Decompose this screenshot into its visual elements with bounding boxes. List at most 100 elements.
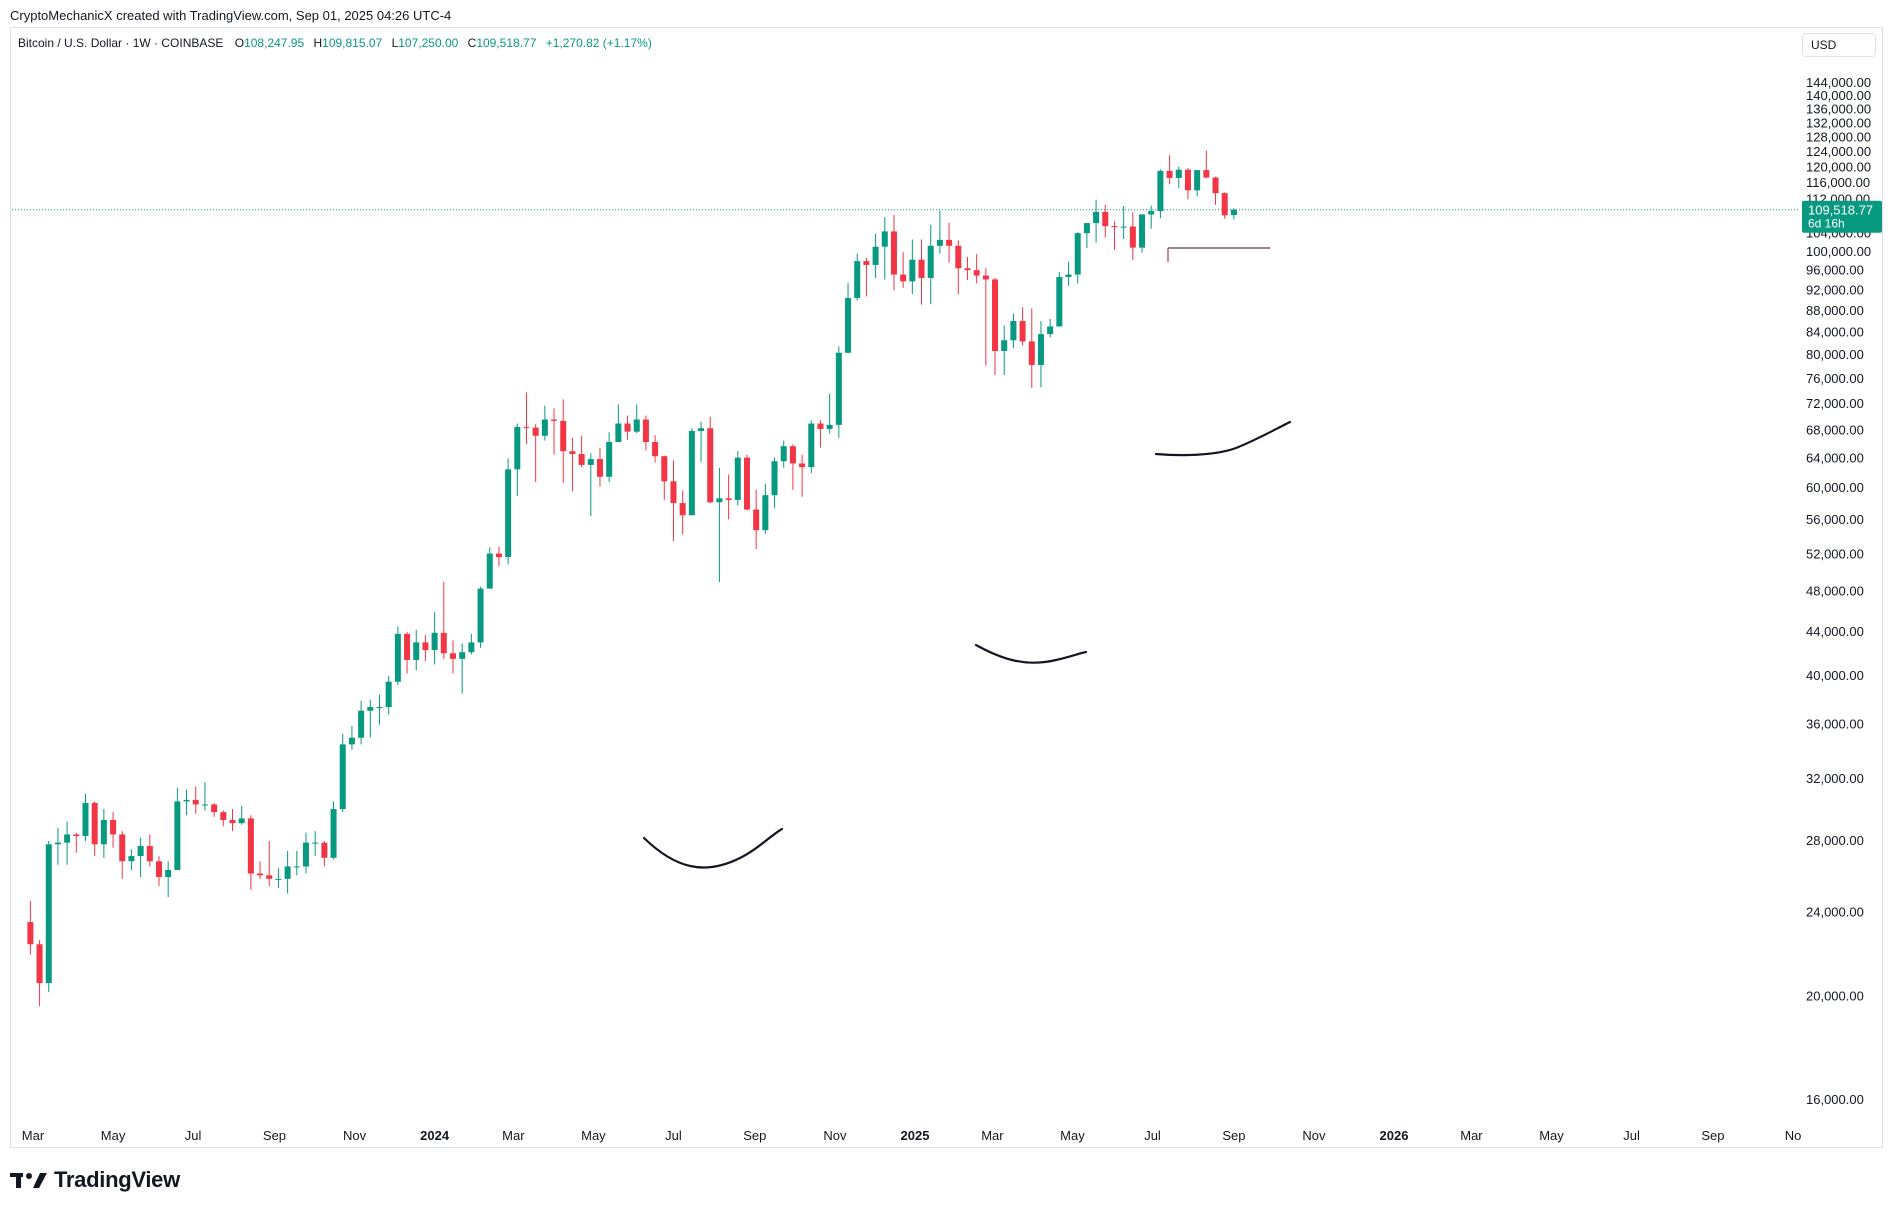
candle[interactable] (1212, 176, 1219, 205)
candle[interactable] (257, 861, 264, 879)
candle[interactable] (541, 405, 548, 441)
candle[interactable] (330, 801, 337, 860)
candle[interactable] (1083, 223, 1090, 249)
candle[interactable] (385, 675, 392, 715)
candle[interactable] (1037, 321, 1044, 388)
candle[interactable] (155, 856, 162, 887)
candle[interactable] (854, 253, 861, 301)
candle[interactable] (1074, 232, 1081, 284)
candle[interactable] (936, 210, 943, 254)
candle[interactable] (201, 782, 208, 811)
candle[interactable] (698, 421, 705, 462)
candle[interactable] (1056, 272, 1063, 327)
candle[interactable] (1221, 192, 1228, 219)
candle[interactable] (440, 581, 447, 659)
candle[interactable] (367, 699, 374, 738)
candle[interactable] (128, 849, 135, 870)
candle[interactable] (495, 546, 502, 567)
candle[interactable] (955, 240, 962, 295)
candle[interactable] (376, 694, 383, 725)
candle[interactable] (587, 453, 594, 517)
candle[interactable] (1166, 155, 1173, 185)
candle[interactable] (137, 837, 144, 878)
candle[interactable] (220, 810, 227, 827)
candle[interactable] (1065, 261, 1072, 286)
candle[interactable] (211, 802, 218, 817)
candle[interactable] (404, 631, 411, 674)
candle[interactable] (54, 827, 61, 865)
candle[interactable] (293, 851, 300, 876)
candle[interactable] (661, 455, 668, 500)
candle[interactable] (165, 861, 172, 898)
candle[interactable] (716, 467, 723, 582)
candle[interactable] (753, 489, 760, 550)
candle[interactable] (652, 435, 659, 463)
candle[interactable] (596, 447, 603, 487)
candle[interactable] (918, 239, 925, 305)
candle[interactable] (771, 457, 778, 508)
candle[interactable] (422, 634, 429, 662)
candle[interactable] (146, 834, 153, 867)
candle[interactable] (992, 277, 999, 376)
candle[interactable] (1139, 214, 1146, 253)
candle[interactable] (817, 420, 824, 448)
candle[interactable] (1175, 166, 1182, 189)
candle[interactable] (284, 851, 291, 894)
candle[interactable] (348, 725, 355, 750)
candle[interactable] (762, 483, 769, 534)
candle[interactable] (615, 404, 622, 443)
candle[interactable] (247, 815, 254, 890)
candle[interactable] (1148, 205, 1155, 229)
candle[interactable] (449, 640, 456, 674)
candle[interactable] (413, 629, 420, 671)
candle[interactable] (569, 437, 576, 492)
candle[interactable] (808, 420, 815, 474)
candle[interactable] (973, 254, 980, 284)
candle[interactable] (799, 454, 806, 497)
candle[interactable] (73, 832, 80, 853)
candle[interactable] (486, 547, 493, 589)
candle[interactable] (1001, 325, 1008, 376)
candle[interactable] (532, 424, 539, 483)
candle[interactable] (845, 282, 852, 354)
candle[interactable] (1184, 168, 1191, 200)
candle[interactable] (1129, 212, 1136, 261)
candle[interactable] (1111, 221, 1118, 250)
candle[interactable] (863, 257, 870, 297)
candle[interactable] (82, 793, 89, 841)
symbol-title[interactable]: Bitcoin / U.S. Dollar · 1W · COINBASE (18, 36, 224, 50)
candle[interactable] (1047, 318, 1054, 338)
candle[interactable] (321, 840, 328, 867)
candle[interactable] (725, 474, 732, 520)
candle[interactable] (1010, 313, 1017, 349)
candle[interactable] (679, 490, 686, 535)
candle[interactable] (1157, 169, 1164, 219)
candle[interactable] (1230, 208, 1237, 220)
candle[interactable] (707, 416, 714, 504)
candle[interactable] (946, 222, 953, 263)
candle[interactable] (302, 832, 309, 874)
candle[interactable] (119, 831, 126, 879)
candle[interactable] (1093, 199, 1100, 243)
candle[interactable] (743, 454, 750, 511)
tradingview-logo[interactable]: TradingView (10, 1167, 180, 1193)
candle[interactable] (1194, 170, 1201, 197)
candle[interactable] (192, 786, 199, 814)
candle[interactable] (45, 840, 52, 993)
candle[interactable] (909, 239, 916, 294)
candle[interactable] (275, 868, 282, 888)
candle[interactable] (312, 831, 319, 857)
candle[interactable] (266, 840, 273, 887)
candle[interactable] (1102, 204, 1109, 238)
candle[interactable] (27, 900, 34, 955)
candle[interactable] (560, 399, 567, 483)
candle[interactable] (523, 392, 530, 445)
candle[interactable] (394, 626, 401, 686)
candle[interactable] (964, 256, 971, 280)
candle[interactable] (835, 346, 842, 438)
candle[interactable] (900, 252, 907, 288)
candle[interactable] (477, 586, 484, 648)
candle[interactable] (1203, 150, 1210, 179)
candle[interactable] (1028, 308, 1035, 389)
